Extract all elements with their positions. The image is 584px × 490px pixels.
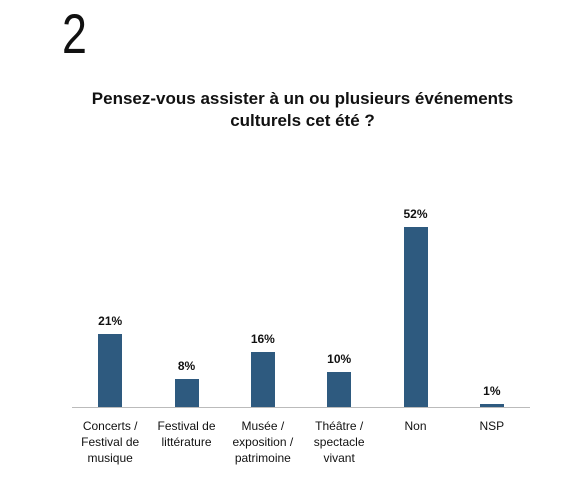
bar: [327, 372, 352, 407]
slide-number: 2: [62, 2, 87, 65]
bar: [250, 351, 275, 407]
chart-title: Pensez-vous assister à un ou plusieurs é…: [91, 89, 514, 130]
value-label: 8%: [177, 359, 196, 374]
bar: [98, 334, 123, 407]
x-tick-label: Non: [404, 419, 427, 433]
value-label: 10%: [327, 352, 352, 367]
x-tick-label: Festival de littérature: [157, 419, 216, 449]
value-label: 52%: [403, 207, 428, 221]
value-label: 16%: [250, 331, 275, 346]
value-label: 21%: [98, 314, 123, 329]
x-axis-line: [72, 407, 530, 408]
bar: [174, 379, 199, 407]
value-label: 1%: [483, 383, 501, 398]
x-tick-label: NSP: [479, 419, 505, 433]
x-tick-label: Théâtre / spectacle vivant: [313, 419, 365, 465]
x-tick-label: Musée / exposition / patrimoine: [232, 419, 294, 465]
x-tick-label: Concerts / Festival de musique: [81, 419, 140, 465]
bar: [403, 227, 428, 407]
bar: [479, 403, 504, 407]
